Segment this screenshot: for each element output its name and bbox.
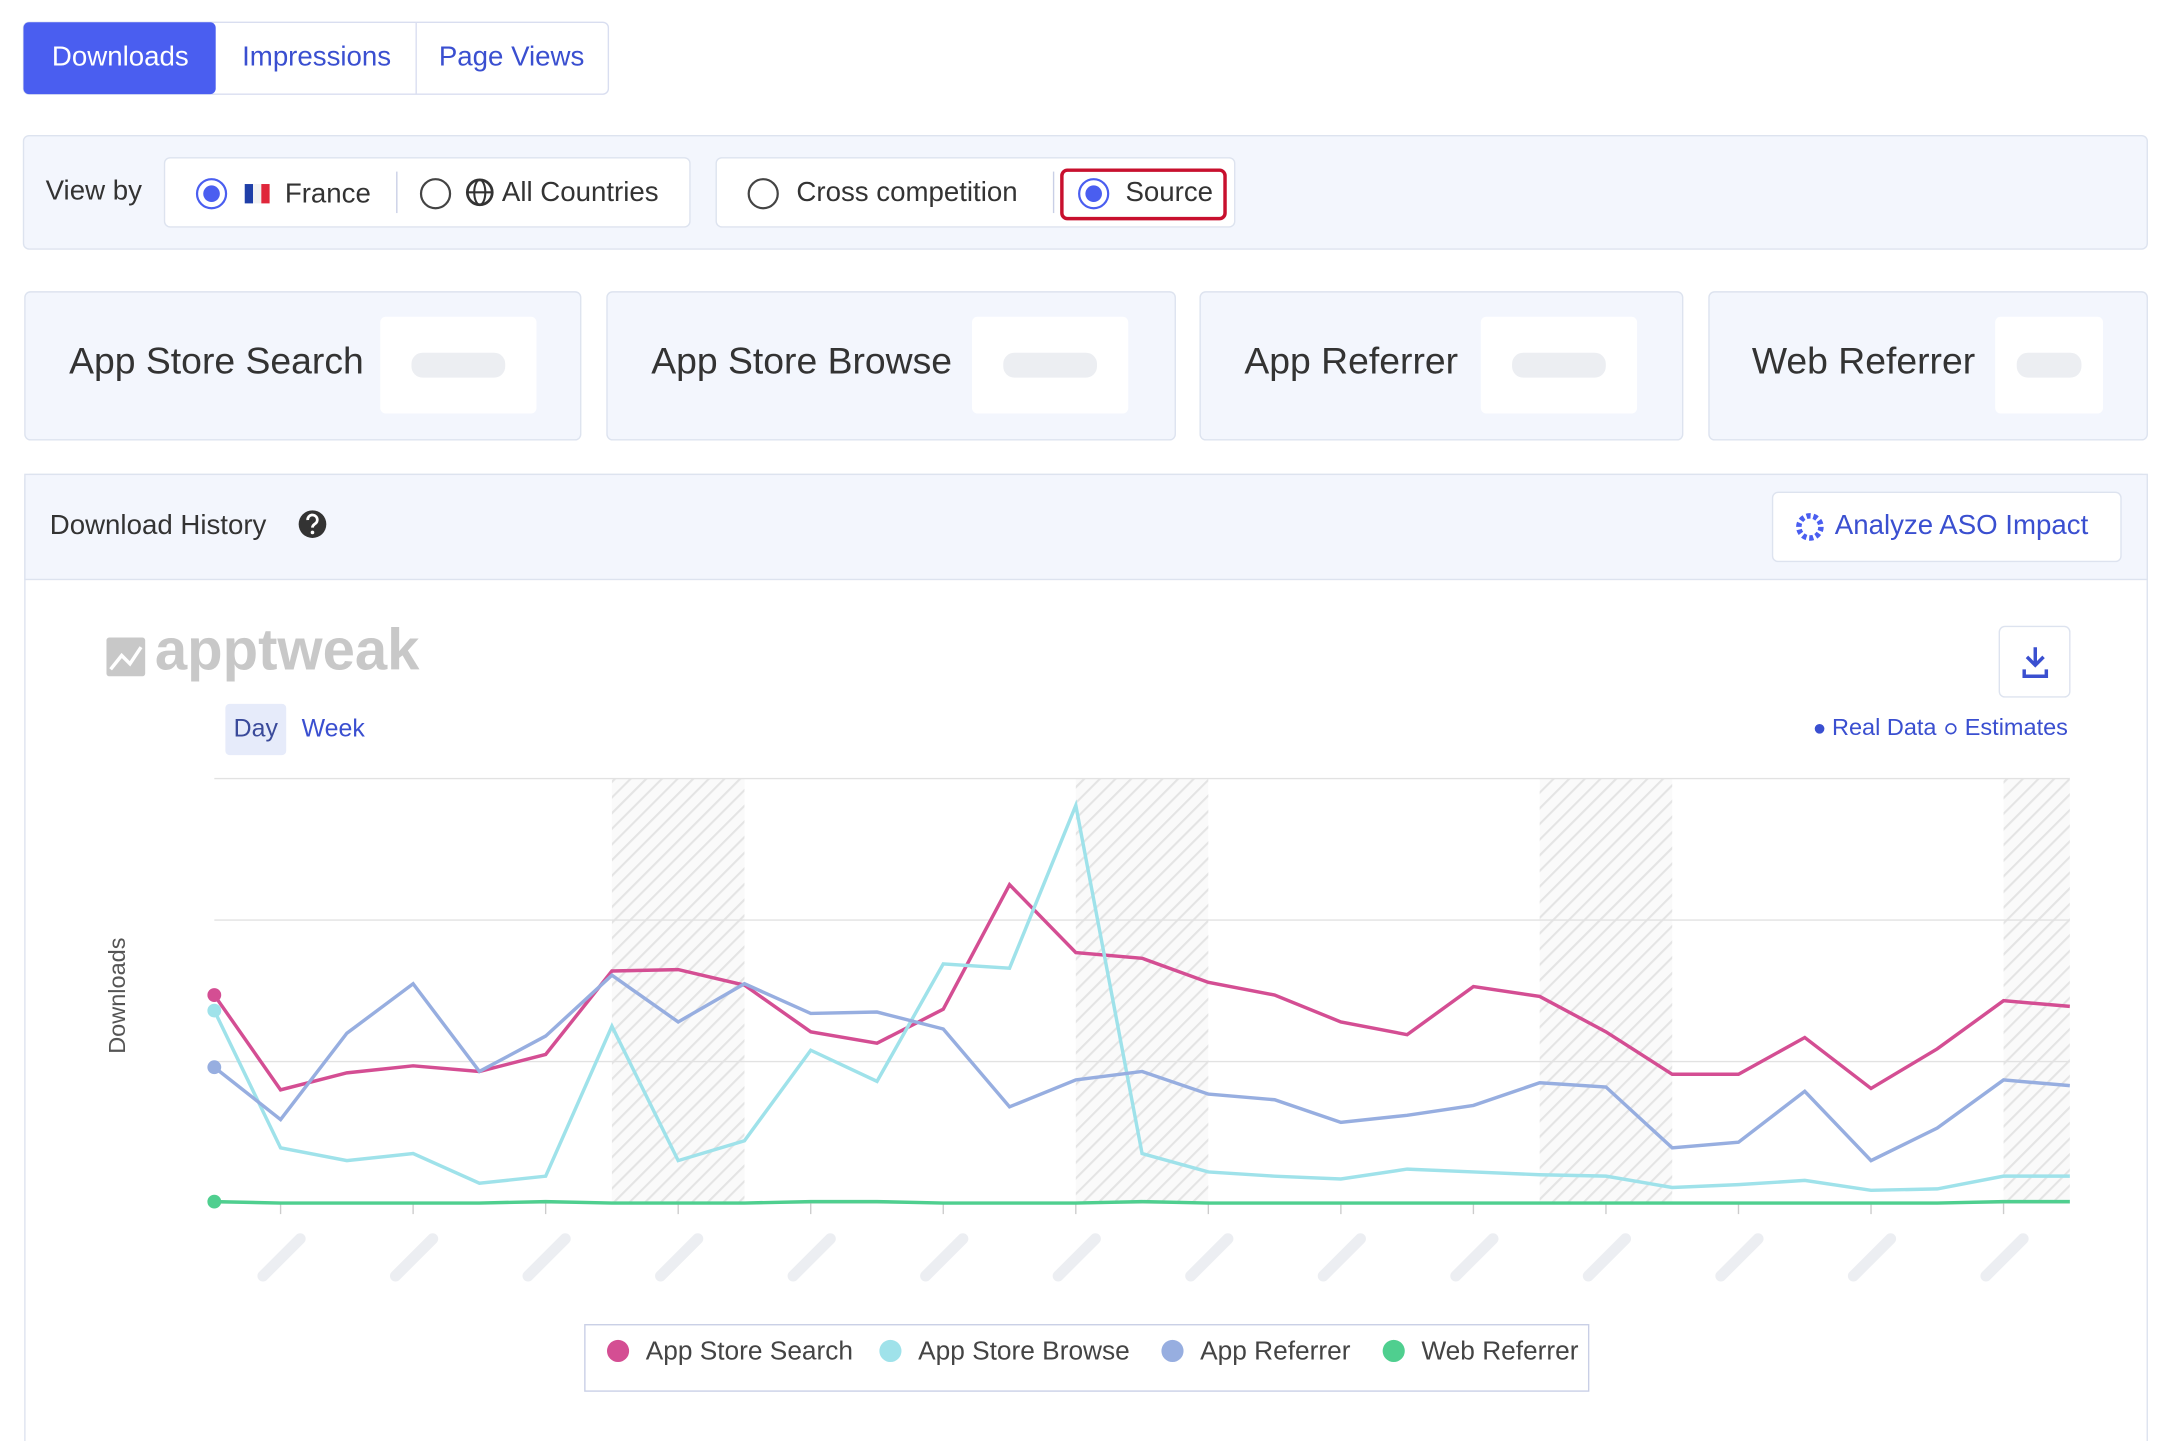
series-marker (207, 1003, 222, 1018)
tab[interactable]: Downloads (52, 41, 189, 72)
option-label[interactable]: Source (1125, 176, 1213, 207)
blurred-date (1582, 1233, 1632, 1282)
flag (253, 184, 262, 204)
legend-label[interactable]: App Store Search (646, 1335, 853, 1365)
blurred-date (1847, 1233, 1897, 1282)
stat-label: App Referrer (1244, 340, 1458, 382)
weekend-band (2003, 778, 2070, 1204)
brand-icon (106, 637, 146, 677)
legend-swatch[interactable] (1161, 1339, 1184, 1363)
legend-dot (1814, 723, 1825, 734)
radio[interactable] (747, 178, 779, 210)
legend-label[interactable]: App Referrer (1200, 1335, 1351, 1365)
blurred-value (2016, 352, 2082, 378)
highlight (1060, 168, 1227, 221)
blurred-value (1512, 352, 1606, 378)
view-label: View by (46, 175, 142, 206)
panel-title: Download History (50, 509, 267, 540)
blurred-date (1715, 1233, 1764, 1282)
period[interactable]: Week (302, 715, 366, 743)
blurred-value (411, 352, 506, 378)
help-icon (310, 530, 315, 535)
legend-swatch[interactable] (606, 1339, 630, 1363)
blurred-date (787, 1233, 836, 1282)
blurred-date (1052, 1233, 1101, 1282)
blurred-date (257, 1233, 306, 1282)
series-marker (207, 1060, 222, 1075)
option-label[interactable]: France (285, 177, 371, 208)
series-line (214, 1199, 2070, 1205)
blurred-date (1317, 1233, 1366, 1282)
blurred-value (1003, 352, 1097, 378)
analyze-button[interactable] (1771, 491, 2122, 563)
tab[interactable]: Impressions (242, 41, 391, 72)
legend-swatch[interactable] (1382, 1339, 1405, 1363)
blurred-date (522, 1233, 571, 1282)
legend-label[interactable]: Web Referrer (1421, 1335, 1578, 1365)
series-marker (207, 988, 222, 1002)
help-icon (306, 513, 319, 528)
tab[interactable]: Page Views (439, 41, 584, 72)
blurred-date (655, 1233, 704, 1282)
series-line (212, 799, 2070, 1193)
tab-active[interactable] (23, 22, 216, 95)
brand-icon (109, 646, 143, 671)
weekend-band (1075, 778, 1209, 1204)
brand: apptweak (155, 617, 420, 682)
analyze-label[interactable]: Analyze ASO Impact (1835, 509, 2089, 540)
radio[interactable] (419, 178, 452, 210)
period-active[interactable] (225, 703, 287, 756)
series-line (212, 881, 2070, 1092)
legend (584, 1324, 1590, 1392)
blurred-date (1980, 1233, 2029, 1282)
option-group (715, 157, 1236, 228)
option-label[interactable]: All Countries (502, 176, 659, 207)
legend-dot (1945, 723, 1957, 735)
blurred-date (920, 1233, 969, 1282)
weekend-band (1539, 778, 1673, 1204)
legend-swatch[interactable] (879, 1339, 902, 1363)
option-label[interactable]: Cross competition (796, 176, 1017, 207)
series-marker (207, 1194, 222, 1209)
blurred-date (389, 1233, 439, 1282)
download-icon (2022, 647, 2049, 678)
stat-label: Web Referrer (1752, 340, 1975, 382)
radio-dot (1085, 185, 1102, 203)
stat-label: App Store Search (69, 340, 364, 382)
legend-label[interactable]: App Store Browse (918, 1335, 1130, 1365)
flag (261, 184, 270, 204)
blurred-date (1185, 1233, 1234, 1282)
y-axis-label: Downloads (104, 938, 130, 1054)
data-legend: Real Data (1832, 714, 1937, 740)
period[interactable]: Day (234, 715, 279, 743)
data-legend: Estimates (1965, 714, 2068, 740)
flag (244, 184, 254, 204)
stat-label: App Store Browse (651, 340, 952, 382)
series-line (213, 973, 2070, 1163)
radio-dot (203, 185, 220, 203)
gear-icon (1796, 513, 1824, 541)
blurred-date (1450, 1233, 1499, 1282)
